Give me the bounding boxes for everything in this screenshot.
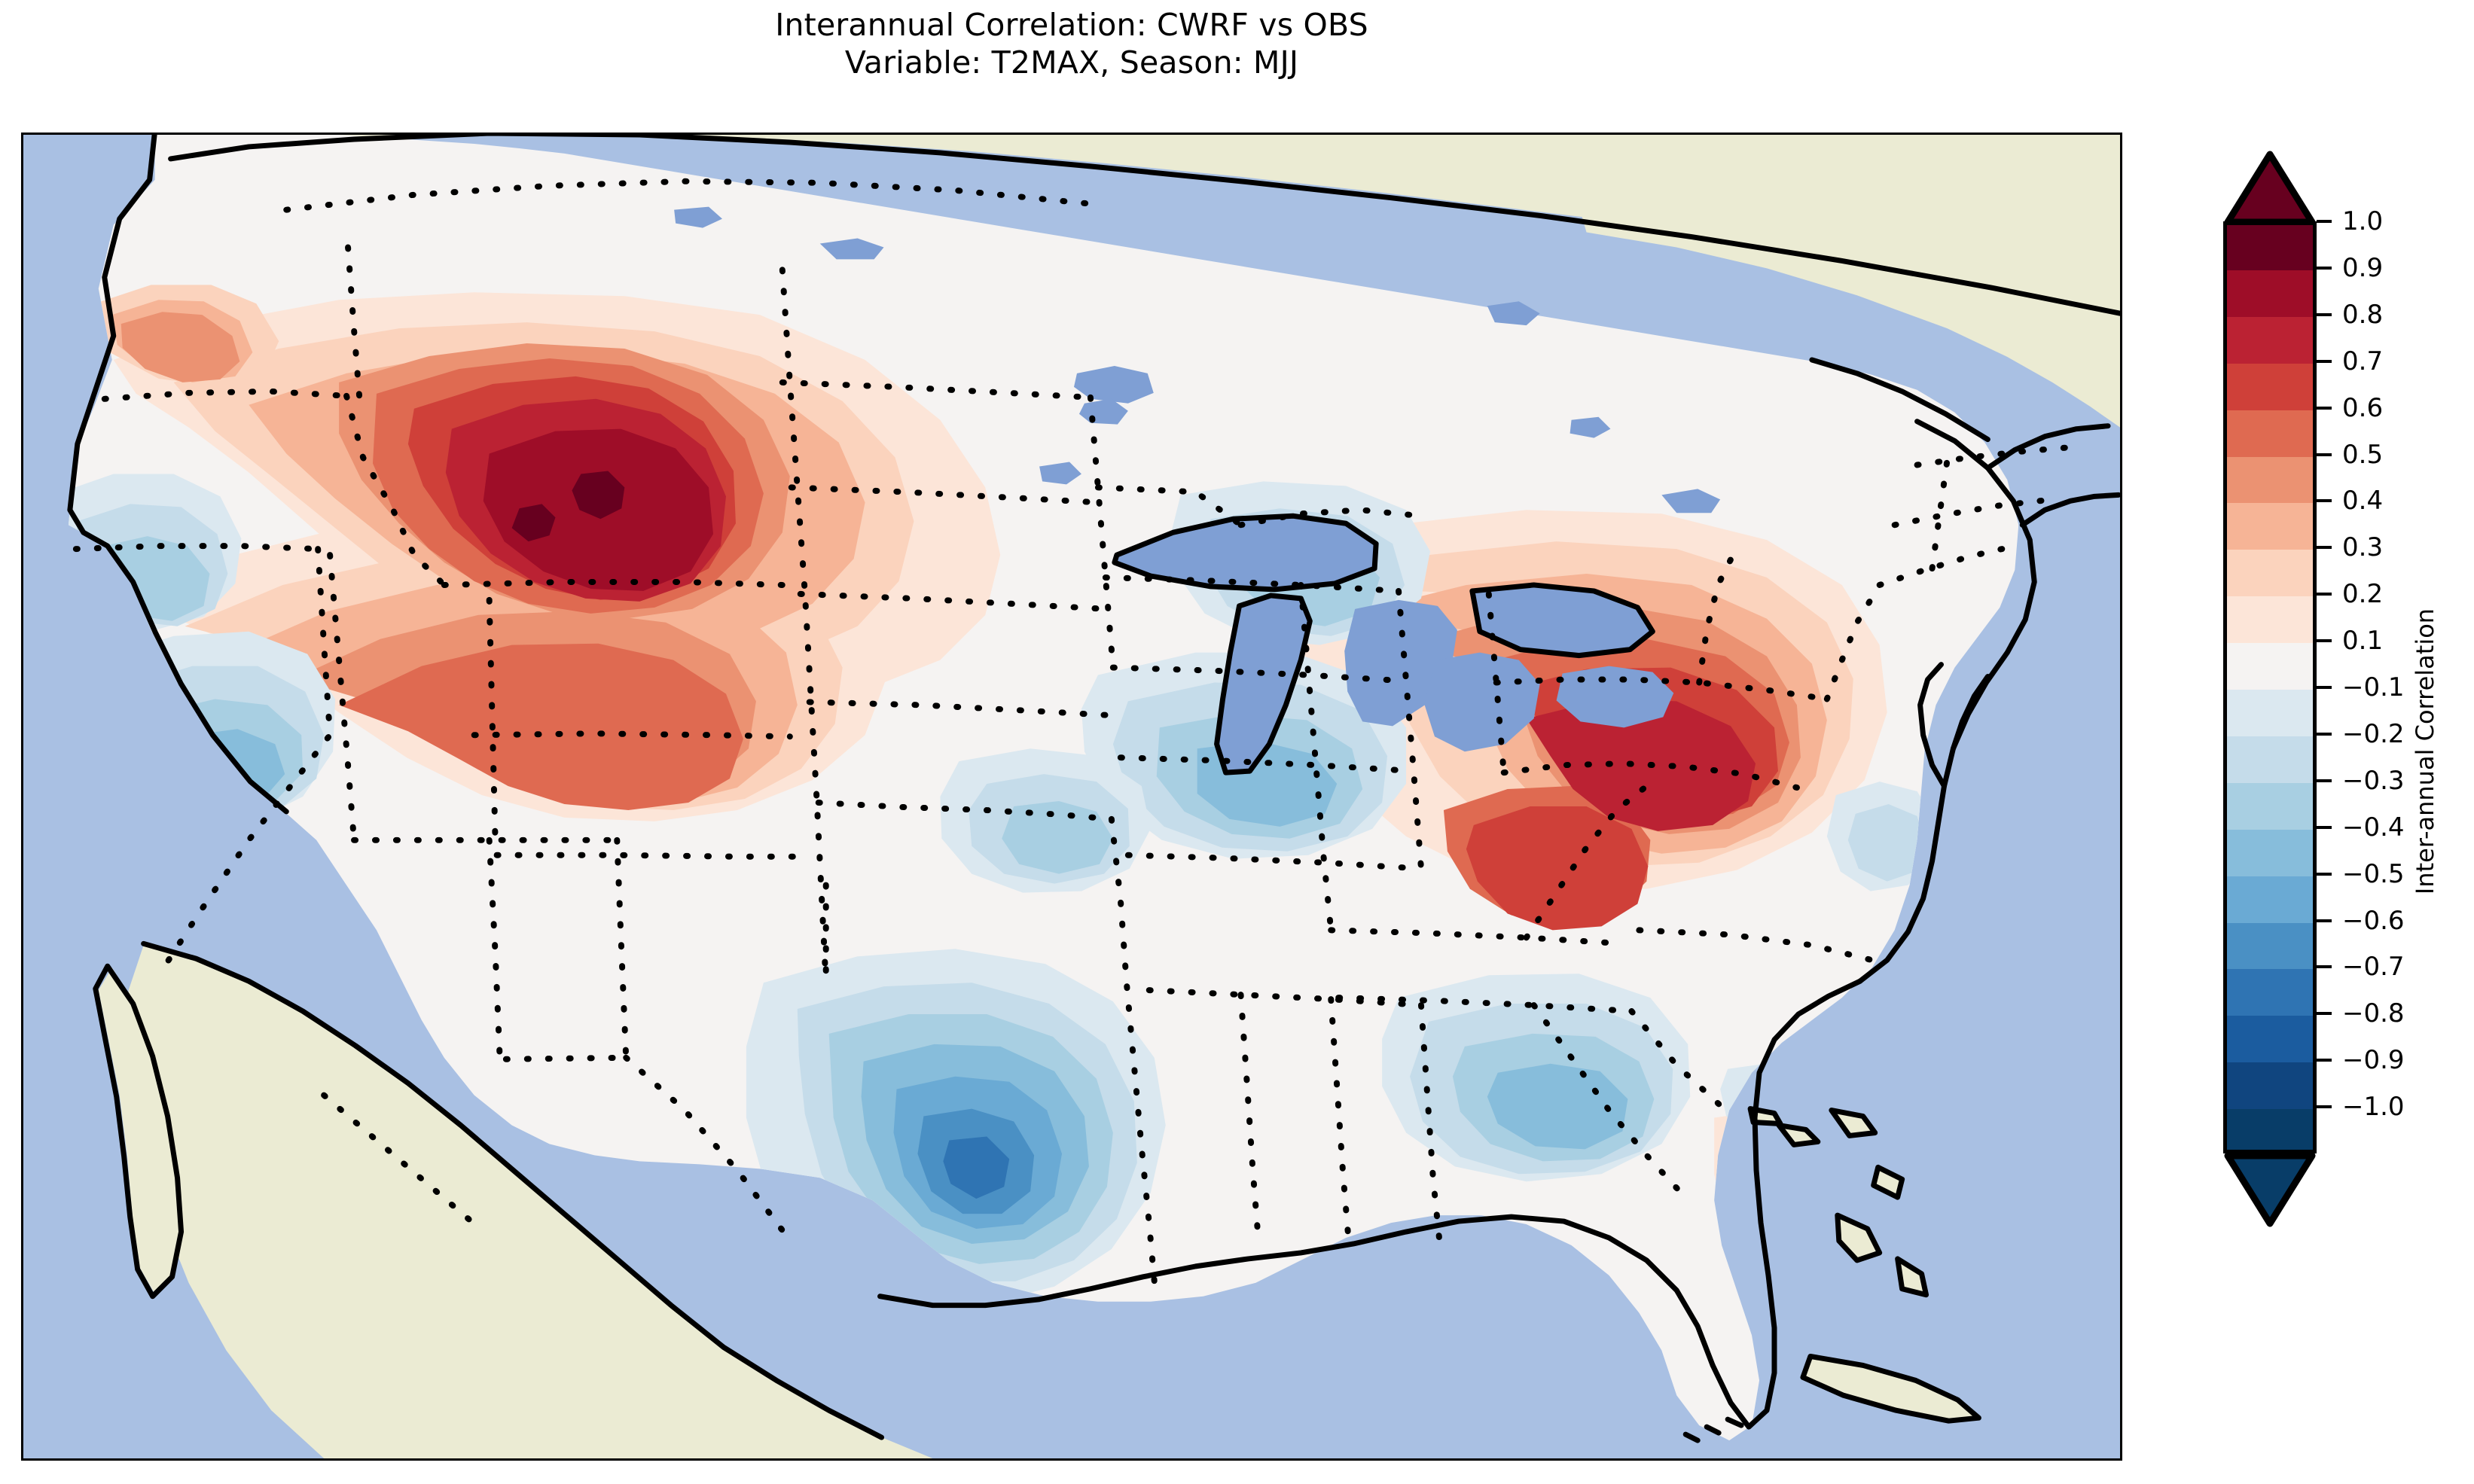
colorbar-tick — [2317, 872, 2332, 876]
colorbar-tick-label: −0.5 — [2342, 858, 2405, 889]
colorbar-gradient — [2223, 221, 2317, 1153]
colorbar-tick — [2317, 825, 2332, 829]
land-outside-domain — [98, 135, 2120, 1458]
colorbar-band — [2227, 316, 2313, 365]
colorbar-band — [2227, 1016, 2313, 1065]
colorbar-tick — [2317, 406, 2332, 410]
colorbar-band — [2227, 1062, 2313, 1111]
colorbar-band — [2227, 829, 2313, 878]
colorbar-tick — [2317, 779, 2332, 782]
colorbar-band — [2227, 550, 2313, 599]
colorbar-band — [2227, 225, 2313, 272]
colorbar-tick — [2317, 686, 2332, 689]
colorbar-band — [2227, 1109, 2313, 1150]
colorbar-tick-label: 0.9 — [2342, 252, 2384, 283]
colorbar-tick-label: 0.3 — [2342, 532, 2384, 563]
colorbar-tick — [2317, 220, 2332, 223]
colorbar-tick-label: −1.0 — [2342, 1092, 2405, 1123]
colorbar-band — [2227, 410, 2313, 459]
colorbar-tick-label: −0.7 — [2342, 952, 2405, 983]
map-panel — [21, 133, 2122, 1461]
colorbar-tick-label: −0.3 — [2342, 765, 2405, 796]
colorbar-tick-label: −0.2 — [2342, 718, 2405, 749]
colorbar-tick — [2317, 359, 2332, 363]
colorbar-tick — [2317, 312, 2332, 316]
colorbar-tick — [2317, 1059, 2332, 1062]
colorbar-tick-label: −0.6 — [2342, 905, 2405, 936]
colorbar-tick — [2317, 499, 2332, 503]
colorbar-tick-label: 0.5 — [2342, 439, 2384, 470]
colorbar-tick-label: 1.0 — [2342, 206, 2384, 236]
title-line-1: Interannual Correlation: CWRF vs OBS — [775, 7, 1368, 43]
colorbar-tick — [2317, 639, 2332, 643]
great-lakes — [674, 206, 1721, 773]
title-line-2: Variable: T2MAX, Season: MJJ — [844, 44, 1299, 81]
state-borders — [72, 178, 2079, 1284]
colorbar-band — [2227, 503, 2313, 552]
colorbar-band — [2227, 736, 2313, 785]
colorbar-tick-label: 0.1 — [2342, 626, 2384, 657]
colorbar-tick — [2317, 453, 2332, 456]
colorbar-band — [2227, 782, 2313, 831]
colorbar-band — [2227, 690, 2313, 738]
chart-title: Interannual Correlation: CWRF vs OBS Var… — [0, 6, 2143, 81]
colorbar-tick-label: 0.4 — [2342, 486, 2384, 517]
colorbar-tick — [2317, 593, 2332, 596]
colorbar-tick-label: 0.7 — [2342, 346, 2384, 376]
correlation-map — [23, 135, 2120, 1458]
colorbar-tick-label: −0.8 — [2342, 998, 2405, 1029]
colorbar-tick — [2317, 965, 2332, 969]
colorbar-band — [2227, 643, 2313, 691]
colorbar-band — [2227, 876, 2313, 925]
colorbar-tick — [2317, 1012, 2332, 1016]
colorbar-tick-label: −0.9 — [2342, 1045, 2405, 1076]
colorbar-tick — [2317, 266, 2332, 270]
colorbar-tick — [2317, 1105, 2332, 1109]
colorbar-band — [2227, 270, 2313, 318]
colorbar-tick-label: 0.8 — [2342, 299, 2384, 330]
colorbar-axis-label: Inter-annual Correlation — [2411, 608, 2439, 895]
colorbar-band — [2227, 363, 2313, 412]
colorbar-extend-bottom — [2223, 1153, 2317, 1227]
colorbar-band — [2227, 596, 2313, 645]
colorbar-tick-label: −0.4 — [2342, 812, 2405, 843]
colorbar-tick-label: 0.6 — [2342, 392, 2384, 423]
colorbar-tick-label: −0.1 — [2342, 672, 2405, 702]
colorbar-extend-top — [2223, 150, 2317, 225]
colorbar-band — [2227, 969, 2313, 1018]
colorbar-tick — [2317, 732, 2332, 736]
colorbar-band — [2227, 922, 2313, 971]
colorbar-tick — [2317, 919, 2332, 922]
colorbar-tick-label: 0.2 — [2342, 579, 2384, 610]
colorbar-band — [2227, 456, 2313, 505]
coastline — [67, 135, 2120, 1443]
colorbar: 1.0 0.9 0.8 0.7 0.6 0.5 0.4 0.3 0.2 0.1 −0.1 −0.2 −0… — [2223, 111, 2472, 1391]
colorbar-tick — [2317, 546, 2332, 550]
